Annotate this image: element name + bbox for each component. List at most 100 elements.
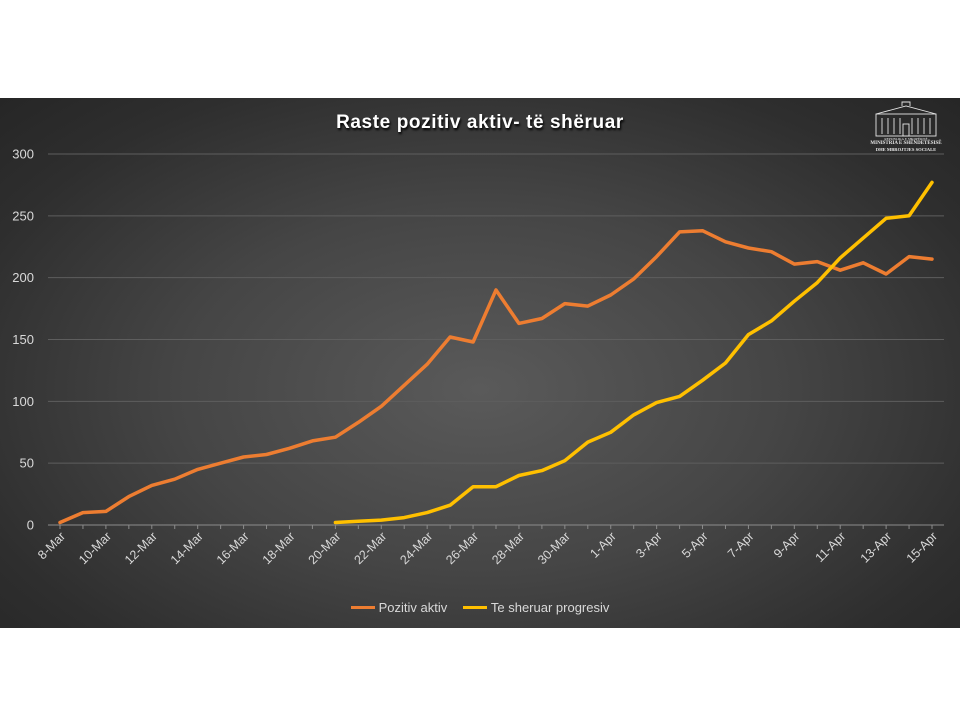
data-point-te-sheruar-progresiv [770, 320, 773, 322]
data-point-te-sheruar-progresiv [518, 474, 520, 477]
data-point-pozitiv-aktiv [128, 495, 130, 498]
x-tick-label: 11-Apr [813, 529, 849, 565]
series-line-te-sheruar-progresiv [333, 180, 934, 525]
data-point-te-sheruar-progresiv [632, 414, 635, 416]
legend-swatch-pozitiv-aktiv [350, 606, 375, 609]
logo-text-line-2: MINISTRIA E SHËNDETËSISË [870, 141, 942, 146]
data-point-pozitiv-aktiv [242, 456, 245, 458]
y-tick-label: 200 [12, 270, 34, 285]
data-point-pozitiv-aktiv [701, 229, 704, 232]
data-point-te-sheruar-progresiv [862, 237, 864, 239]
data-point-pozitiv-aktiv [426, 363, 428, 366]
logo-text-line-3: DHE MBROJTJES SOCIALE [875, 147, 937, 152]
chart-legend: Pozitiv aktiv Te sheruar progresiv [0, 597, 960, 615]
data-point-te-sheruar-progresiv [678, 395, 681, 398]
data-point-pozitiv-aktiv [403, 384, 406, 387]
x-tick-label: 30-Mar [535, 529, 573, 567]
x-tick-label: 22-Mar [351, 529, 389, 567]
x-tick-label: 12-Mar [122, 529, 160, 567]
data-point-pozitiv-aktiv [449, 336, 451, 338]
legend-item-te-sheruar-progresiv: Te sheruar progresiv [462, 600, 610, 615]
data-point-te-sheruar-progresiv [564, 459, 566, 462]
data-point-pozitiv-aktiv [518, 322, 520, 325]
data-point-te-sheruar-progresiv [885, 217, 887, 220]
data-point-te-sheruar-progresiv [931, 181, 933, 184]
axes: 0 50 100 150 200 250 300 8-Mar 10-Mar 12-Mar 14-Ma… [12, 147, 944, 567]
data-point-te-sheruar-progresiv [541, 469, 543, 472]
data-point-pozitiv-aktiv [747, 247, 750, 249]
data-point-te-sheruar-progresiv [701, 379, 704, 382]
data-point-pozitiv-aktiv [655, 255, 658, 258]
data-point-pozitiv-aktiv [632, 278, 635, 280]
data-point-te-sheruar-progresiv [724, 362, 727, 364]
data-point-te-sheruar-progresiv [472, 485, 474, 488]
data-point-te-sheruar-progresiv [586, 441, 589, 443]
logo-text-line-1: REPUBLIKA E SHQIPËRISË [884, 137, 928, 141]
data-point-te-sheruar-progresiv [449, 504, 451, 507]
y-tick-label: 50 [20, 456, 34, 471]
data-point-pozitiv-aktiv [173, 478, 176, 481]
data-point-te-sheruar-progresiv [793, 300, 796, 302]
data-point-pozitiv-aktiv [724, 241, 727, 243]
data-point-pozitiv-aktiv [678, 231, 681, 233]
data-point-te-sheruar-progresiv [334, 521, 337, 524]
chart-title: Raste pozitiv aktiv- të shëruar [336, 112, 624, 133]
x-tick-label: 20-Mar [306, 529, 344, 567]
data-point-pozitiv-aktiv [105, 510, 107, 513]
data-point-te-sheruar-progresiv [426, 511, 428, 514]
legend-label-pozitiv-aktiv: Pozitiv aktiv [378, 600, 448, 615]
x-tick-label: 24-Mar [397, 529, 435, 567]
data-point-pozitiv-aktiv [82, 511, 84, 514]
data-point-pozitiv-aktiv [931, 258, 933, 260]
legend-label-te-sheruar-progresiv: Te sheruar progresiv [490, 600, 610, 615]
data-point-pozitiv-aktiv [908, 255, 910, 258]
x-tick-label: 3-Apr [633, 529, 665, 561]
ministry-logo: REPUBLIKA E SHQIPËRISË MINISTRIA E SHËND… [868, 100, 944, 156]
data-point-pozitiv-aktiv [265, 453, 268, 456]
ministry-building-icon [875, 101, 937, 137]
series-lines [58, 180, 934, 525]
x-tick-label: 18-Mar [260, 529, 298, 567]
data-point-pozitiv-aktiv [839, 269, 842, 272]
data-point-pozitiv-aktiv [862, 262, 864, 264]
chart-panel [0, 98, 960, 628]
x-tick-label: 8-Mar [35, 529, 68, 562]
data-point-pozitiv-aktiv [609, 294, 612, 296]
x-tick-label: 13-Apr [858, 529, 894, 565]
data-point-pozitiv-aktiv [288, 447, 291, 450]
data-point-te-sheruar-progresiv [380, 519, 383, 521]
data-point-pozitiv-aktiv [219, 462, 222, 464]
data-point-pozitiv-aktiv [380, 405, 383, 408]
data-point-te-sheruar-progresiv [495, 485, 497, 488]
data-point-pozitiv-aktiv [816, 260, 819, 263]
data-point-pozitiv-aktiv [334, 436, 337, 438]
data-point-te-sheruar-progresiv [747, 333, 750, 336]
data-point-te-sheruar-progresiv [816, 281, 819, 284]
gridlines [48, 153, 944, 464]
x-tick-label: 26-Mar [443, 529, 481, 567]
x-tick-label: 7-Apr [725, 529, 757, 561]
x-tick-label: 16-Mar [214, 529, 252, 567]
data-point-pozitiv-aktiv [311, 440, 314, 442]
data-point-te-sheruar-progresiv [908, 215, 910, 217]
data-point-pozitiv-aktiv [541, 317, 543, 320]
data-point-pozitiv-aktiv [472, 341, 474, 343]
x-tick-label: 15-Apr [904, 529, 940, 565]
y-tick-label: 300 [12, 147, 34, 162]
x-tick-label: 28-Mar [489, 529, 527, 567]
data-point-pozitiv-aktiv [495, 289, 497, 291]
x-tick-label: 14-Mar [168, 529, 206, 567]
data-point-te-sheruar-progresiv [403, 516, 406, 519]
data-point-te-sheruar-progresiv [655, 401, 658, 404]
data-point-pozitiv-aktiv [793, 263, 796, 265]
x-tick-label: 1-Apr [587, 529, 619, 561]
x-tick-label: 5-Apr [679, 529, 711, 561]
data-point-pozitiv-aktiv [586, 305, 589, 307]
data-point-pozitiv-aktiv [564, 302, 566, 305]
data-point-pozitiv-aktiv [357, 421, 360, 424]
y-tick-label: 0 [27, 518, 34, 533]
data-point-pozitiv-aktiv [59, 521, 61, 524]
data-point-te-sheruar-progresiv [839, 257, 842, 259]
legend-swatch-te-sheruar-progresiv [462, 606, 487, 609]
